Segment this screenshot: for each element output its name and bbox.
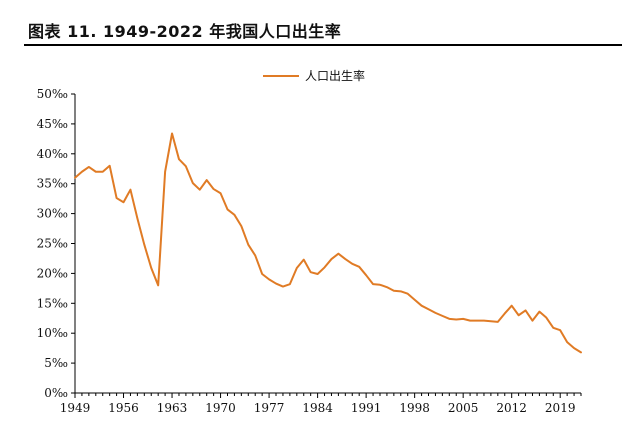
y-tick-label: 50‰	[37, 87, 68, 101]
y-tick-label: 0‰	[44, 386, 68, 400]
title-rule	[24, 44, 622, 46]
y-tick-label: 5‰	[44, 356, 68, 370]
x-tick-label: 1991	[351, 401, 382, 415]
y-tick-label: 20‰	[37, 266, 68, 280]
figure-title: 图表 11. 1949-2022 年我国人口出生率	[28, 22, 342, 41]
x-tick-label: 2019	[545, 401, 576, 415]
x-tick-label: 1970	[205, 401, 236, 415]
y-tick-label: 30‰	[37, 207, 68, 221]
x-tick-label: 1977	[254, 401, 285, 415]
series-layer	[74, 132, 582, 354]
x-tick-label: 1963	[157, 401, 188, 415]
series-line	[74, 132, 582, 354]
y-tick-label: 10‰	[37, 326, 68, 340]
x-tick-label: 1949	[60, 401, 91, 415]
x-tick-label: 1984	[302, 401, 333, 415]
y-tick-label: 45‰	[37, 117, 68, 131]
y-tick-label: 35‰	[37, 177, 68, 191]
x-axis: 1949 1956 1963 1970 1977 1984 1991 1998 2005 2012…	[60, 392, 582, 415]
legend-label: 人口出生率	[305, 68, 365, 83]
y-tick-label: 40‰	[37, 147, 68, 161]
y-tick-label: 25‰	[37, 237, 68, 251]
y-axis: 0‰ 5‰ 10‰ 15‰ 20‰ 25‰ 30‰ 35‰ 40‰ 45‰ 50‰	[37, 87, 76, 400]
x-tick-label: 2005	[448, 401, 479, 415]
x-tick-label: 1998	[399, 401, 430, 415]
x-tick-label: 2012	[496, 401, 527, 415]
legend: 人口出生率	[263, 68, 365, 83]
x-tick-label: 1956	[108, 401, 139, 415]
y-tick-label: 15‰	[37, 296, 68, 310]
